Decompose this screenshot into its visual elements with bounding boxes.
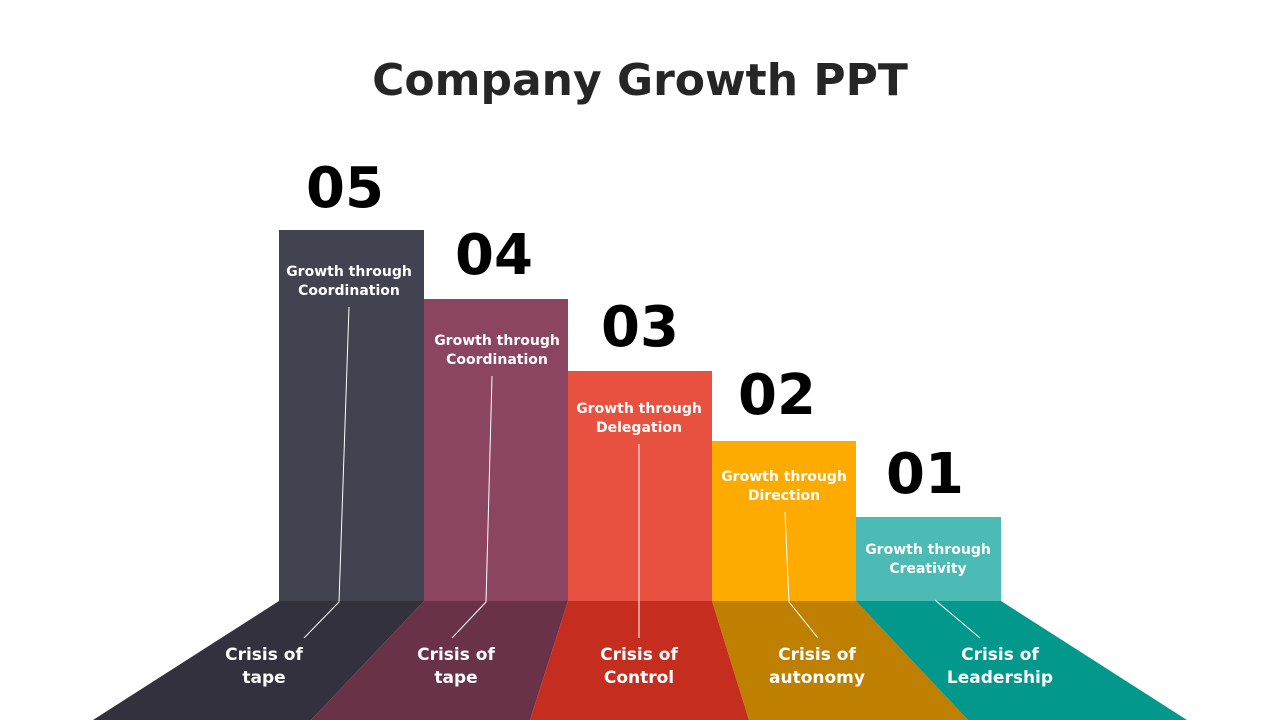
crisis-label-04: Crisis of tape	[417, 645, 495, 688]
crisis-label-02: Crisis of autonomy	[769, 645, 865, 688]
bar-stage-03	[568, 371, 712, 601]
floor-stage-02	[712, 601, 968, 720]
bar-stage-02	[712, 441, 856, 601]
crisis-label-01: Crisis of Leadership	[946, 645, 1054, 688]
floor-stage-04	[311, 601, 568, 720]
connector-stage-01	[934, 599, 981, 639]
crisis-label-05: Crisis of tape	[225, 645, 303, 688]
stage-number-04: 04	[455, 223, 533, 288]
growth-label-01: Growth through Creativity	[865, 542, 991, 577]
stage-number-03: 03	[601, 295, 679, 360]
floor-stage-03	[530, 601, 749, 720]
stage-number-05: 05	[306, 156, 384, 221]
growth-label-03: Growth through Delegation	[576, 401, 702, 436]
stage-number-02: 02	[738, 363, 816, 428]
crisis-label-03: Crisis of Control	[600, 645, 678, 688]
bar-stage-04	[424, 299, 568, 601]
floor-stage-05	[93, 601, 424, 720]
stage-number-01: 01	[886, 442, 964, 507]
growth-label-04: Growth through Coordination	[434, 333, 560, 368]
connector-stage-02	[784, 511, 819, 639]
growth-label-05: Growth through Coordination	[286, 264, 412, 299]
connector-stage-04	[451, 375, 493, 639]
growth-label-02: Growth through Direction	[721, 469, 847, 504]
slide-title: Company Growth PPT	[372, 55, 908, 106]
bar-stage-01	[856, 517, 1001, 601]
connector-stage-05	[303, 306, 350, 639]
bar-stage-05	[279, 230, 424, 601]
floor-stage-01	[856, 601, 1187, 720]
